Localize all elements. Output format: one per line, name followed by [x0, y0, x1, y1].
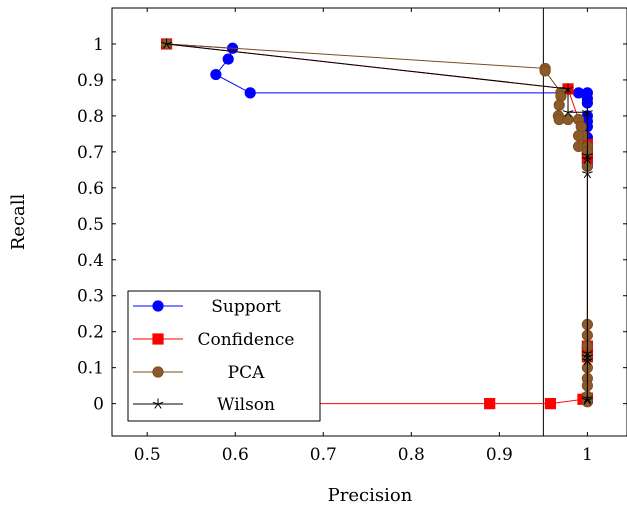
support-point	[210, 68, 222, 81]
y-tick-label: 0.7	[77, 143, 104, 163]
y-tick-label: 0.1	[77, 359, 104, 379]
y-tick-label: 0	[93, 395, 104, 415]
legend-swatch-marker	[152, 300, 164, 312]
support-point	[222, 53, 234, 65]
legend-label: Confidence	[197, 330, 294, 350]
x-tick-label: 0.9	[486, 445, 513, 465]
plot-area	[111, 7, 627, 437]
y-tick-label: 0.8	[77, 107, 104, 127]
legend-swatch-marker	[152, 398, 164, 409]
pca-point	[572, 130, 585, 142]
x-tick-label: 0.8	[398, 445, 425, 465]
wilson-point	[581, 394, 593, 405]
x-tick-label: 0.7	[310, 445, 337, 465]
plot-frame	[111, 7, 627, 437]
wilson-point	[581, 351, 593, 362]
series-support	[160, 38, 593, 172]
x-tick-label: 0.5	[134, 445, 161, 465]
x-tick-label: 0.6	[222, 445, 249, 465]
legend-label: Support	[211, 297, 281, 317]
legend-item-pca: PCA	[133, 363, 265, 383]
legend-swatch-marker	[152, 333, 164, 345]
pca-point	[562, 113, 574, 126]
pca-point	[553, 99, 565, 111]
legend-item-wilson: Wilson	[133, 395, 275, 415]
y-tick-label: 1	[93, 35, 104, 55]
pca-point	[555, 90, 567, 102]
y-tick-label: 0.3	[77, 287, 104, 307]
wilson-point	[161, 38, 172, 49]
x-axis-ticks: 0.5 0.6 0.7 0.8 0.9 1	[134, 8, 593, 465]
y-axis-ticks: 0 0.1 0.2 0.3 0.4 0.5 0.6 0.7 0.8 0.9 1	[77, 35, 627, 415]
wilson-point	[562, 83, 574, 94]
wilson-point	[581, 106, 593, 118]
wilson-point	[581, 153, 593, 164]
support-point	[244, 87, 256, 99]
x-tick-label: 1	[582, 445, 593, 465]
legend-label: PCA	[228, 363, 265, 383]
y-tick-label: 0.9	[77, 71, 104, 91]
y-tick-label: 0.6	[77, 179, 104, 199]
wilson-point	[562, 106, 574, 118]
confidence-point	[544, 398, 557, 410]
y-tick-label: 0.5	[77, 215, 104, 235]
wilson-point	[581, 167, 593, 179]
pca-point	[539, 65, 551, 77]
legend-label: Wilson	[217, 395, 275, 415]
y-tick-label: 0.2	[77, 323, 104, 343]
y-tick-label: 0.4	[77, 251, 104, 271]
legend-item-support: Support	[133, 297, 281, 317]
legend: Support Confidence PCA Wilson	[127, 290, 321, 422]
legend-item-confidence: Confidence	[133, 330, 295, 350]
series-layer	[160, 38, 593, 410]
wilson-point	[581, 149, 593, 161]
y-axis-label: Recall	[8, 193, 29, 250]
wilson-point	[581, 354, 593, 366]
legend-swatch-marker	[152, 366, 164, 378]
x-axis-label: Precision	[328, 485, 413, 506]
confidence-point	[484, 398, 496, 410]
wilson-point	[581, 347, 593, 359]
legend-box	[127, 290, 321, 422]
support-point	[581, 97, 593, 109]
series-wilson	[161, 38, 593, 405]
